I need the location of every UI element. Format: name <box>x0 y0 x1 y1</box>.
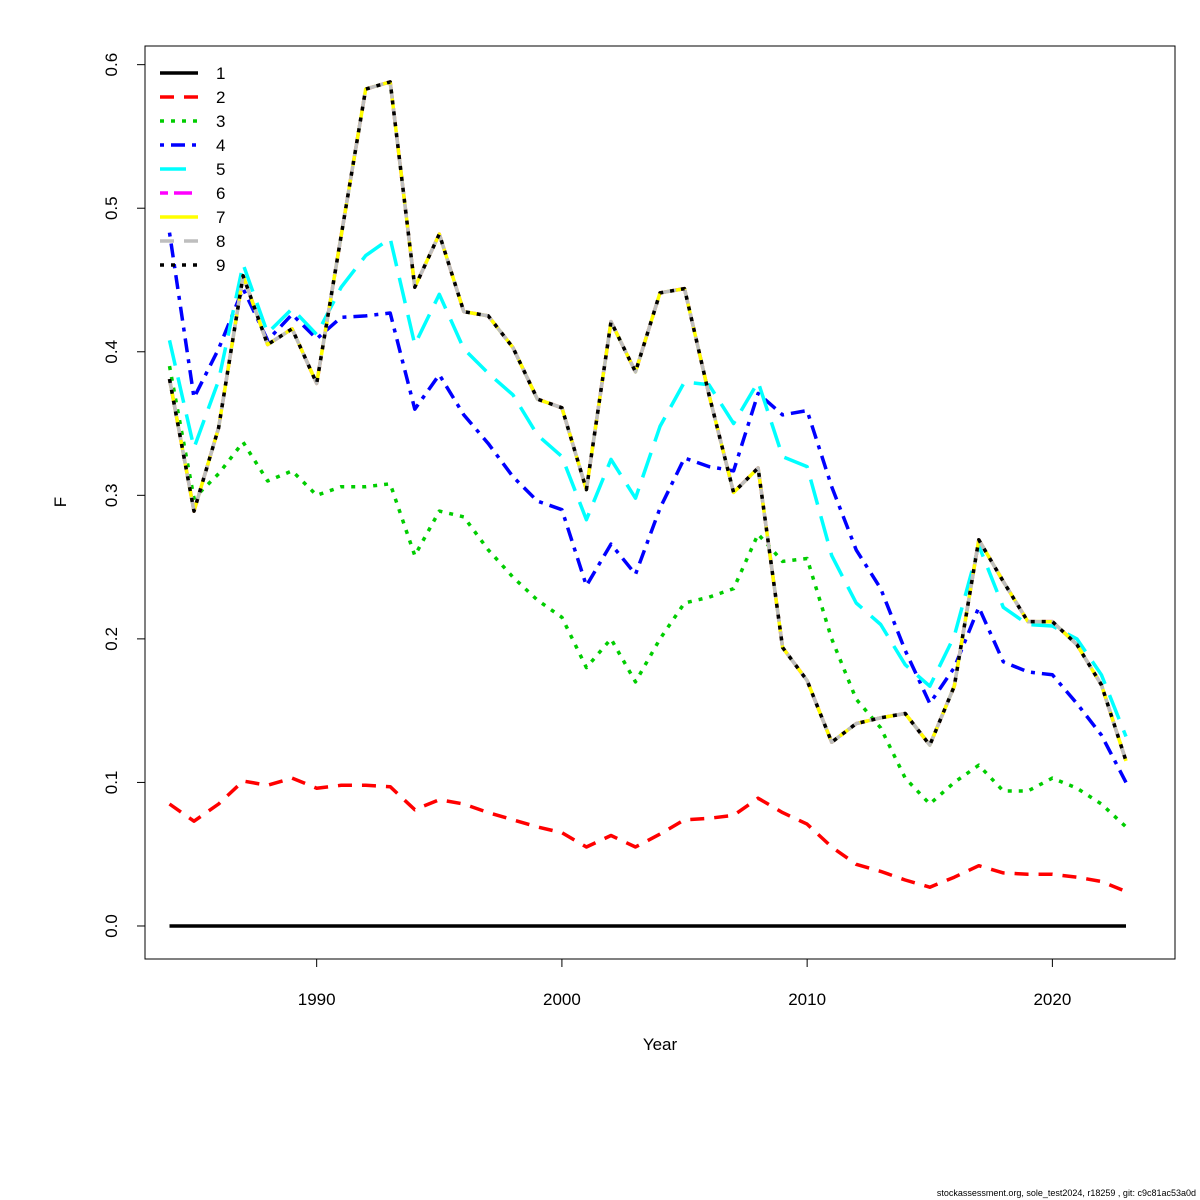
series-5-line <box>167 236 1128 738</box>
legend-label-3: 3 <box>216 112 225 131</box>
legend-label-4: 4 <box>216 136 225 155</box>
x-tick-label: 1990 <box>298 990 336 1009</box>
y-tick-label: 0.0 <box>102 914 121 938</box>
legend-label-7: 7 <box>216 208 225 227</box>
series-8-line <box>167 80 1128 762</box>
y-tick-label: 0.2 <box>102 627 121 651</box>
legend-label-6: 6 <box>216 184 225 203</box>
x-tick-label: 2020 <box>1033 990 1071 1009</box>
x-tick-label: 2010 <box>788 990 826 1009</box>
legend-label-2: 2 <box>216 88 225 107</box>
y-tick-label: 0.1 <box>102 771 121 795</box>
legend-label-8: 8 <box>216 232 225 251</box>
legend: 1 2 3 4 5 6 7 8 9 <box>160 64 225 275</box>
y-tick-label: 0.6 <box>102 53 121 77</box>
legend-label-9: 9 <box>216 256 225 275</box>
series-6-line <box>167 80 1128 762</box>
series-layer <box>167 80 1128 928</box>
footer-text: stockassessment.org, sole_test2024, r182… <box>937 1188 1196 1198</box>
x-tick-label: 2000 <box>543 990 581 1009</box>
series-2-line <box>168 776 1127 894</box>
x-axis: 1990 2000 2010 2020 <box>298 958 1071 1009</box>
legend-label-5: 5 <box>216 160 225 179</box>
series-7-line <box>167 80 1128 762</box>
y-axis-label: F <box>51 497 70 507</box>
y-tick-label: 0.3 <box>102 484 121 508</box>
series-9-line <box>167 80 1128 762</box>
series-4-line <box>167 232 1128 784</box>
y-tick-label: 0.4 <box>102 340 121 364</box>
plot-frame <box>144 45 1176 960</box>
series-3-line <box>167 365 1128 829</box>
legend-label-1: 1 <box>216 64 225 83</box>
y-axis: 0.0 0.1 0.2 0.3 0.4 0.5 0.6 <box>102 53 146 938</box>
x-axis-label: Year <box>643 1035 678 1054</box>
y-tick-label: 0.5 <box>102 196 121 220</box>
